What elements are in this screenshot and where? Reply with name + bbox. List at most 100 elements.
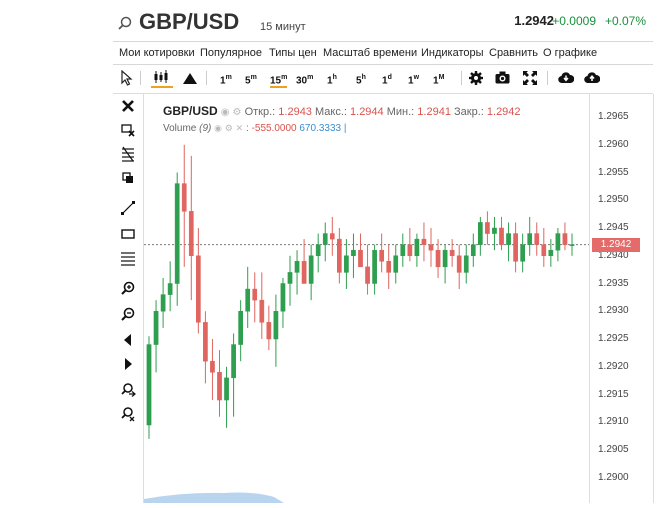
interval-5m-button[interactable]: 5m [245,70,257,86]
levels-icon[interactable] [120,250,136,266]
candle[interactable] [414,233,420,267]
cloud-download-icon[interactable] [558,71,574,84]
candle[interactable] [259,272,265,339]
interval-1w-button[interactable]: 1w [408,70,419,86]
candle[interactable] [344,239,349,290]
candle[interactable] [407,228,413,262]
candle[interactable] [499,216,504,251]
price-axis[interactable]: 1.2965 1.2960 1.2955 1.2950 1.2945 1.2940 1.29… [589,94,654,503]
candle[interactable] [379,233,385,273]
candle[interactable] [294,250,300,295]
interval-1h-button[interactable]: 1h [327,70,337,86]
candle[interactable] [174,172,180,306]
candle[interactable] [548,239,554,267]
fullscreen-icon[interactable] [523,71,537,85]
candle[interactable] [337,228,342,284]
candle[interactable] [386,244,392,290]
candles-button[interactable] [151,70,173,88]
candle[interactable] [280,277,286,328]
candle[interactable] [231,333,236,417]
delete-drawings-icon[interactable] [120,122,136,138]
line-icon[interactable] [120,200,136,216]
scroll-right-icon[interactable] [120,356,136,372]
candle[interactable] [210,339,215,401]
candle[interactable] [569,233,575,256]
candle[interactable] [329,216,335,256]
interval-1M-button[interactable]: 1M [433,70,444,86]
candle[interactable] [485,211,490,245]
settings-icon[interactable]: ⚙ [232,107,242,118]
menu-about-chart[interactable]: О графике [543,47,598,59]
candle[interactable] [308,244,314,301]
candle[interactable] [266,305,272,351]
candle[interactable] [492,216,497,251]
gear-icon[interactable] [469,71,483,85]
candle[interactable] [203,311,208,384]
candle[interactable] [160,277,166,328]
candle[interactable] [541,228,547,267]
candle[interactable] [238,300,244,362]
candle[interactable] [146,336,152,439]
mountain-icon[interactable] [183,72,197,84]
candle[interactable] [421,222,427,262]
remove-icon[interactable]: ✕ [235,123,244,133]
zoom-reset-icon[interactable] [120,406,136,422]
candle[interactable] [224,366,229,428]
zoom-out-icon[interactable] [120,306,136,322]
candlestick-plot[interactable] [144,94,589,503]
camera-icon[interactable] [495,71,510,84]
candle[interactable] [463,244,469,284]
candle[interactable] [301,239,307,284]
candle[interactable] [534,222,540,256]
candle[interactable] [400,233,406,267]
candle[interactable] [470,233,476,267]
settings-icon[interactable]: ⚙ [224,123,233,133]
interval-15m-button[interactable]: 15m [270,70,288,88]
candle[interactable] [428,228,434,267]
interval-1m-button[interactable]: 1m [220,70,232,86]
candle[interactable] [449,239,455,267]
candle[interactable] [393,244,399,284]
close-icon[interactable] [120,98,136,114]
candle[interactable] [273,294,279,367]
candle[interactable] [153,300,159,373]
menu-compare[interactable]: Сравнить [489,47,539,59]
layers-icon[interactable] [120,170,136,186]
visibility-icon[interactable]: ◉ [214,123,223,133]
candle[interactable] [358,233,363,268]
search-icon[interactable] [118,16,132,30]
candle[interactable] [372,244,377,295]
candle[interactable] [456,244,462,290]
visibility-icon[interactable]: ◉ [220,107,230,118]
interval-5h-button[interactable]: 5h [356,70,366,86]
candle[interactable] [181,144,187,267]
interval-1d-button[interactable]: 1d [382,70,392,86]
candle[interactable] [506,222,511,262]
candle[interactable] [442,244,448,284]
cloud-upload-icon[interactable] [584,71,600,84]
fibonacci-icon[interactable] [120,146,136,162]
menu-my-quotes[interactable]: Мои котировки [119,47,195,59]
candle[interactable] [322,222,328,262]
candle[interactable] [315,233,321,273]
candle[interactable] [365,244,370,295]
candle[interactable] [555,228,561,262]
candle[interactable] [252,272,258,323]
candle[interactable] [196,228,201,334]
candle[interactable] [527,216,533,256]
candle[interactable] [188,155,194,301]
menu-time-scale[interactable]: Масштаб времени [323,47,418,59]
candle[interactable] [245,266,251,328]
candle[interactable] [217,350,222,417]
cursor-icon[interactable] [121,70,133,86]
candle[interactable] [520,233,525,273]
candle[interactable] [167,261,173,312]
menu-price-types[interactable]: Типы цен [269,47,317,59]
candle[interactable] [478,216,483,256]
candle[interactable] [287,255,293,306]
interval-30m-button[interactable]: 30m [296,70,313,86]
menu-indicators[interactable]: Индикаторы [421,47,484,59]
candle[interactable] [562,222,568,251]
candle[interactable] [435,239,441,278]
zoom-in-icon[interactable] [120,280,136,296]
